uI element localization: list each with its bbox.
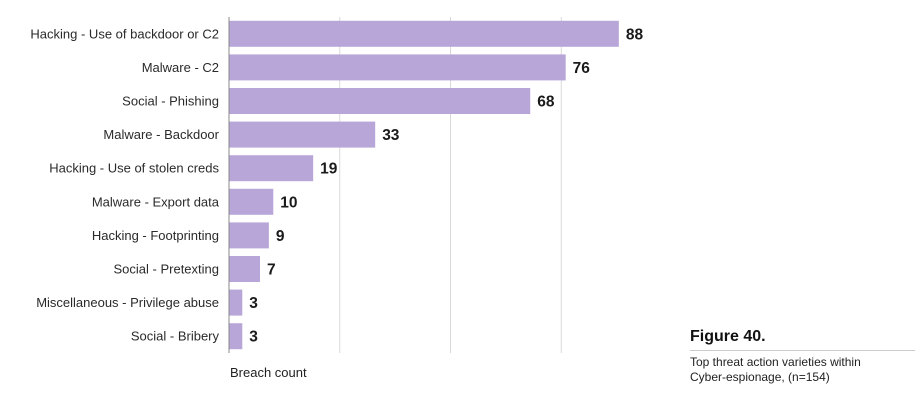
bar-2 [229, 54, 566, 81]
category-label-5: Hacking - Use of stolen creds [49, 161, 219, 176]
category-label-3: Social - Phishing [122, 94, 219, 109]
figure-description: Top threat action varieties within Cyber… [690, 355, 915, 385]
figure-description-line-2: Cyber-espionage, (n=154) [690, 370, 830, 384]
value-label-8: 7 [267, 262, 276, 279]
bar-1 [229, 20, 619, 47]
category-label-2: Malware - C2 [142, 60, 219, 75]
category-label-9: Miscellaneous - Privilege abuse [36, 295, 219, 310]
category-label-10: Social - Bribery [131, 329, 220, 344]
x-axis-label: Breach count [230, 365, 307, 380]
bar-5 [229, 155, 314, 182]
value-label-4: 33 [382, 127, 400, 144]
value-label-7: 9 [276, 228, 285, 245]
category-label-4: Malware - Backdoor [103, 127, 219, 142]
value-label-5: 19 [320, 161, 338, 178]
category-label-1: Hacking - Use of backdoor or C2 [30, 26, 219, 41]
bar-7 [229, 222, 269, 249]
category-label-8: Social - Pretexting [114, 262, 220, 277]
category-label-7: Hacking - Footprinting [92, 228, 219, 243]
bar-10 [229, 323, 243, 350]
value-label-2: 76 [573, 60, 591, 77]
value-label-10: 3 [249, 329, 258, 346]
bar-3 [229, 88, 531, 114]
figure-caption: Figure 40. Top threat action varieties w… [690, 328, 915, 385]
value-label-6: 10 [280, 194, 297, 211]
category-label-6: Malware - Export data [92, 194, 220, 209]
figure-title: Figure 40. [690, 328, 766, 345]
bar-8 [229, 256, 261, 282]
bar-4 [229, 121, 376, 148]
figure-description-line-1: Top threat action varieties within [690, 355, 861, 369]
caption-divider [690, 350, 915, 351]
value-label-9: 3 [249, 295, 258, 312]
value-label-1: 88 [626, 26, 644, 43]
bar-6 [229, 188, 274, 215]
bar-9 [229, 289, 243, 316]
value-label-3: 68 [537, 94, 555, 111]
